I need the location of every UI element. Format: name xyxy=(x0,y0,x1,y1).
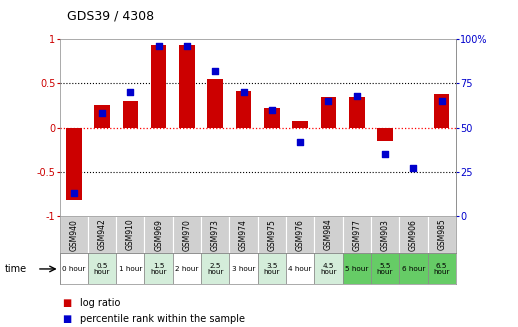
Bar xyxy=(201,253,229,284)
Text: GSM940: GSM940 xyxy=(69,219,78,250)
Text: log ratio: log ratio xyxy=(80,299,121,308)
Bar xyxy=(94,105,110,128)
Bar xyxy=(371,216,399,253)
Text: 4 hour: 4 hour xyxy=(289,266,312,272)
Bar xyxy=(314,216,342,253)
Text: GSM974: GSM974 xyxy=(239,219,248,250)
Point xyxy=(239,90,248,95)
Bar xyxy=(349,96,365,128)
Text: 6 hour: 6 hour xyxy=(401,266,425,272)
Text: 4.5
hour: 4.5 hour xyxy=(320,263,337,275)
Text: GSM973: GSM973 xyxy=(211,219,220,250)
Bar xyxy=(342,253,371,284)
Bar xyxy=(179,45,195,128)
Bar xyxy=(427,216,456,253)
Bar xyxy=(173,253,201,284)
Bar xyxy=(258,216,286,253)
Text: 1.5
hour: 1.5 hour xyxy=(150,263,167,275)
Bar xyxy=(88,253,116,284)
Text: GSM984: GSM984 xyxy=(324,219,333,250)
Point xyxy=(324,98,333,104)
Bar xyxy=(88,216,116,253)
Bar xyxy=(60,253,88,284)
Text: 3 hour: 3 hour xyxy=(232,266,255,272)
Text: GSM976: GSM976 xyxy=(296,219,305,250)
Bar xyxy=(258,253,286,284)
Bar xyxy=(236,91,251,128)
Bar xyxy=(60,216,88,253)
Point xyxy=(381,151,389,157)
Text: GSM985: GSM985 xyxy=(437,219,446,250)
Text: ■: ■ xyxy=(62,314,71,324)
Point xyxy=(409,165,418,171)
Point xyxy=(183,44,191,49)
Text: 5 hour: 5 hour xyxy=(345,266,368,272)
Bar xyxy=(201,216,229,253)
Text: 1 hour: 1 hour xyxy=(119,266,142,272)
Bar xyxy=(286,216,314,253)
Bar xyxy=(173,216,201,253)
Text: time: time xyxy=(5,264,27,274)
Bar xyxy=(292,121,308,128)
Bar xyxy=(116,216,145,253)
Bar xyxy=(314,253,342,284)
Bar xyxy=(229,253,258,284)
Point xyxy=(154,44,163,49)
Text: 5.5
hour: 5.5 hour xyxy=(377,263,393,275)
Bar xyxy=(116,253,145,284)
Bar xyxy=(399,253,427,284)
Bar xyxy=(208,79,223,128)
Point xyxy=(353,93,361,98)
Bar xyxy=(286,253,314,284)
Bar xyxy=(229,216,258,253)
Bar xyxy=(342,216,371,253)
Text: GSM942: GSM942 xyxy=(97,219,107,250)
Text: 6.5
hour: 6.5 hour xyxy=(434,263,450,275)
Bar xyxy=(371,253,399,284)
Text: 2.5
hour: 2.5 hour xyxy=(207,263,223,275)
Bar xyxy=(377,128,393,141)
Point xyxy=(126,90,135,95)
Text: 3.5
hour: 3.5 hour xyxy=(264,263,280,275)
Bar xyxy=(321,96,336,128)
Text: GSM969: GSM969 xyxy=(154,219,163,250)
Point xyxy=(98,111,106,116)
Text: GSM970: GSM970 xyxy=(182,219,192,250)
Text: GSM903: GSM903 xyxy=(381,219,390,250)
Text: GSM977: GSM977 xyxy=(352,219,361,250)
Text: 0 hour: 0 hour xyxy=(62,266,85,272)
Bar xyxy=(145,253,173,284)
Text: 0.5
hour: 0.5 hour xyxy=(94,263,110,275)
Text: ■: ■ xyxy=(62,299,71,308)
Point xyxy=(69,190,78,196)
Point xyxy=(296,139,304,144)
Text: GSM906: GSM906 xyxy=(409,219,418,250)
Bar xyxy=(399,216,427,253)
Bar xyxy=(123,101,138,128)
Text: GSM910: GSM910 xyxy=(126,219,135,250)
Text: GSM975: GSM975 xyxy=(267,219,277,250)
Bar xyxy=(66,128,81,200)
Text: 2 hour: 2 hour xyxy=(175,266,198,272)
Text: GDS39 / 4308: GDS39 / 4308 xyxy=(67,10,154,23)
Bar xyxy=(434,94,450,128)
Bar xyxy=(427,253,456,284)
Point xyxy=(438,98,446,104)
Text: percentile rank within the sample: percentile rank within the sample xyxy=(80,314,246,324)
Point xyxy=(268,107,276,112)
Bar xyxy=(145,216,173,253)
Point xyxy=(211,68,220,74)
Bar xyxy=(151,45,166,128)
Bar xyxy=(264,108,280,128)
